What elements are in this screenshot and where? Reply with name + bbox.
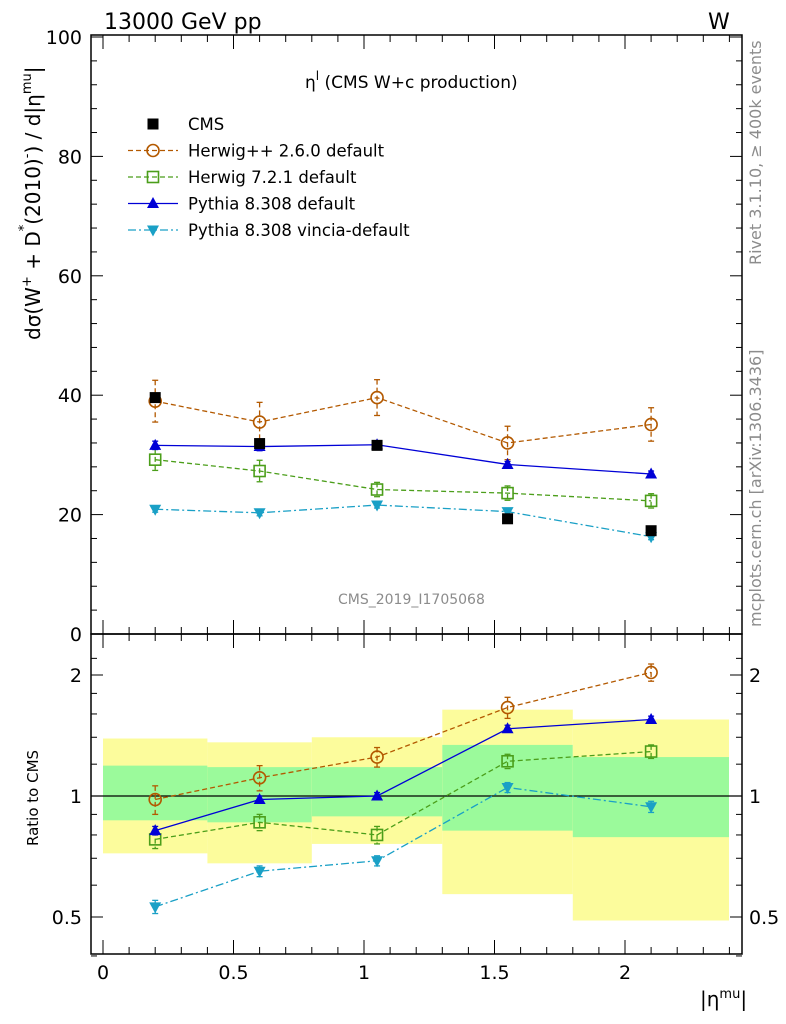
main-series-3-point [645, 467, 658, 479]
main-series-2-point [644, 494, 658, 508]
main-title: ηl (CMS W+c production) [305, 69, 518, 93]
main-series-2-point [253, 464, 266, 478]
legend-label: Herwig 7.2.1 default [188, 168, 357, 187]
main-series-1-point [644, 417, 658, 432]
ratio-series-3-point [371, 789, 384, 801]
main-series-4-point [501, 507, 514, 519]
ratio-series-layer [148, 663, 658, 915]
ratio-series-1-point [370, 750, 384, 764]
ratio-ylabel: Ratio to CMS [24, 750, 42, 846]
header-right: W [708, 10, 730, 35]
axis-ticks: 0 20 40 60 80 100 0 0.5 1 1.5 2 0.5 0.5 1 1 2 2 [46, 27, 779, 984]
legend-marker [146, 170, 160, 184]
ratio-y-tick-label-left: 0.5 [52, 907, 82, 929]
mcplots-label: mcplots.cern.ch [arXiv:1306.3436] [746, 350, 765, 627]
ratio-series-1-point [252, 770, 267, 785]
ratio-series-4-point [149, 902, 162, 914]
header-left: 13000 GeV pp [104, 10, 262, 35]
ratio-series-3-point [253, 793, 266, 805]
x-tick-label: 0 [97, 962, 109, 984]
ratio-series-3-point [149, 824, 162, 836]
main-series-2-line [155, 459, 652, 502]
ratio-y-tick-label-left: 1 [70, 786, 82, 808]
main-series-3-point [501, 457, 514, 469]
main-y-tick-label: 0 [70, 624, 82, 646]
legend-label: Herwig++ 2.6.0 default [188, 142, 385, 161]
legend-label: Pythia 8.308 default [188, 195, 356, 214]
ratio-series-4-point [645, 802, 658, 814]
main-series-4-point [149, 504, 162, 516]
ratio-y-tick-label-right: 2 [749, 665, 761, 687]
main-series-cms-point [645, 525, 657, 537]
ratio-series-4-point [501, 782, 514, 794]
ratio-series-1-point [148, 792, 162, 807]
x-tick-label: 0.5 [218, 962, 248, 984]
main-series-cms-point [502, 513, 514, 525]
main-series-2-point [370, 483, 384, 496]
main-series-4-point [371, 500, 384, 512]
main-ylabel: dσ(W+ + D*(2010)-) / d|ηmu| [17, 67, 45, 340]
ratio-series-2-point [644, 745, 658, 758]
main-series-2-point [501, 486, 514, 500]
analysis-watermark: CMS_2019_I1705068 [338, 592, 485, 608]
ratio-series-3-point [501, 722, 514, 734]
x-tick-label: 1 [358, 962, 370, 984]
main-series-cms-point [371, 439, 383, 451]
main-series-1-point [252, 415, 267, 429]
ratio-uncertainty-bands [91, 709, 742, 921]
main-y-tick-label: 80 [58, 146, 82, 168]
main-series-layer [148, 379, 658, 544]
ratio-series-2-point [370, 828, 384, 842]
main-series-cms-point [149, 392, 161, 404]
main-series-3-line [155, 444, 652, 475]
ratio-series-3-point [645, 712, 658, 724]
legend-marker [147, 225, 159, 237]
main-y-tick-label: 40 [58, 385, 82, 407]
main-y-tick-label: 60 [58, 266, 82, 288]
main-y-tick-label: 100 [46, 27, 82, 49]
legend-marker [147, 118, 159, 130]
ratio-series-1-point [500, 700, 515, 715]
rivet-label: Rivet 3.1.10, ≥ 400k events [746, 40, 765, 265]
main-series-4-point [253, 508, 266, 520]
ratio-y-tick-label-left: 2 [70, 665, 82, 687]
main-y-tick-label: 20 [58, 505, 82, 527]
main-series-1-point [370, 390, 384, 405]
ratio-series-2-point [501, 754, 514, 768]
legend-label: Pythia 8.308 vincia-default [188, 221, 410, 240]
legend-marker [147, 197, 159, 208]
main-title-rest: (CMS W+c production) [319, 73, 518, 93]
ratio-y-tick-label-right: 0.5 [749, 907, 779, 929]
main-title-eta: η [305, 73, 316, 93]
ratio-series-4-point [253, 866, 266, 878]
ratio-xlabel: |ηmu| [700, 987, 747, 1011]
legend-marker [146, 143, 160, 158]
main-series-cms-point [254, 438, 266, 450]
main-series-4-line [155, 504, 652, 538]
legend: CMS Herwig++ 2.6.0 default Herwig 7.2.1 de… [128, 115, 410, 240]
main-series-1-point [500, 436, 515, 450]
main-series-2-point [148, 453, 162, 466]
x-tick-label: 2 [619, 962, 631, 984]
main-series-3-point [149, 438, 162, 450]
legend-label: CMS [188, 115, 224, 134]
ratio-series-2-point [253, 816, 266, 829]
band-inner-bin [572, 757, 729, 838]
ratio-y-tick-label-right: 1 [749, 786, 761, 808]
main-series-1-line [155, 396, 652, 444]
x-tick-label: 1.5 [479, 962, 509, 984]
ratio-series-4-point [371, 856, 384, 868]
main-title-sup: l [316, 69, 319, 83]
ratio-series-1-point [644, 665, 658, 680]
